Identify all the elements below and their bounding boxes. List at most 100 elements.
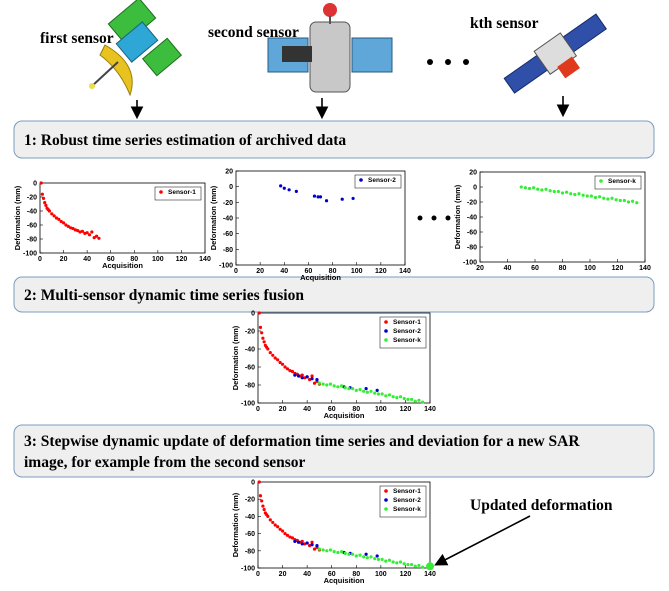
x-tick-label: 100 — [375, 571, 387, 578]
data-point — [528, 187, 531, 190]
y-tick-label: -80 — [467, 245, 477, 252]
x-axis-label: Acquisition — [102, 261, 143, 270]
data-point — [561, 191, 564, 194]
y-tick-label: -60 — [245, 365, 255, 372]
data-point — [582, 194, 585, 197]
data-point — [380, 392, 383, 395]
y-axis-label: Deformation (mm) — [231, 492, 240, 557]
data-point — [347, 387, 350, 390]
data-point — [380, 558, 383, 561]
data-point — [388, 559, 391, 562]
data-point — [322, 383, 325, 386]
y-tick-label: 0 — [33, 181, 37, 188]
y-axis-label: Deformation (mm) — [209, 185, 218, 250]
data-point — [276, 358, 279, 361]
data-point — [325, 199, 328, 202]
data-point — [524, 186, 527, 189]
y-tick-label: 0 — [473, 185, 477, 192]
data-point — [261, 504, 264, 507]
sensor-label: kth sensor — [470, 15, 539, 32]
data-point — [358, 388, 361, 391]
data-point — [406, 398, 409, 401]
data-point — [365, 387, 368, 390]
x-tick-label: 40 — [504, 265, 512, 272]
data-point — [347, 553, 350, 556]
data-point — [40, 181, 43, 184]
data-point — [301, 376, 304, 379]
data-point — [631, 200, 634, 203]
legend-swatch — [599, 179, 603, 183]
data-point — [623, 199, 626, 202]
y-tick-label: -80 — [223, 247, 233, 254]
y-tick-label: -100 — [463, 260, 477, 267]
y-axis-label: Deformation (mm) — [453, 184, 462, 249]
legend-label: Sensor-k — [393, 337, 421, 344]
y-tick-label: 0 — [251, 480, 255, 487]
data-point — [590, 194, 593, 197]
data-point — [315, 544, 318, 547]
legend-label: Sensor-2 — [393, 328, 421, 335]
y-tick-label: -60 — [245, 531, 255, 538]
data-point — [573, 193, 576, 196]
data-point — [293, 540, 296, 543]
data-point — [260, 499, 263, 502]
data-point — [281, 529, 284, 532]
x-tick-label: 60 — [531, 265, 539, 272]
data-point — [325, 383, 328, 386]
data-point — [414, 565, 417, 568]
y-tick-label: 0 — [251, 311, 255, 318]
data-point — [598, 195, 601, 198]
data-point — [373, 392, 376, 395]
x-tick-label: 20 — [60, 256, 68, 263]
data-point — [42, 197, 45, 200]
data-point — [395, 561, 398, 564]
y-tick-label: -40 — [245, 347, 255, 354]
step-text: 3: Stepwise dynamic update of deformatio… — [24, 433, 580, 450]
data-point — [90, 230, 93, 233]
satellite-icon — [268, 3, 392, 92]
data-point — [417, 399, 420, 402]
x-tick-label: 140 — [424, 571, 436, 578]
legend-swatch — [384, 507, 388, 511]
step-text: 1: Robust time series estimation of arch… — [24, 132, 346, 149]
data-point — [333, 550, 336, 553]
y-tick-label: -60 — [223, 231, 233, 238]
y-tick-label: -100 — [219, 263, 233, 270]
data-point — [615, 198, 618, 201]
legend-label: Sensor-k — [608, 178, 636, 185]
data-point — [540, 188, 543, 191]
data-point — [365, 553, 368, 556]
data-point — [376, 389, 379, 392]
legend-swatch — [159, 190, 163, 194]
data-point — [594, 196, 597, 199]
data-point — [322, 548, 325, 551]
data-point — [362, 390, 365, 393]
data-point — [557, 190, 560, 193]
data-point — [377, 558, 380, 561]
data-point — [586, 194, 589, 197]
x-tick-label: 20 — [256, 268, 264, 275]
x-tick-label: 20 — [476, 265, 484, 272]
y-tick-label: -100 — [241, 401, 255, 408]
y-tick-label: -40 — [223, 216, 233, 223]
data-point — [259, 494, 262, 497]
data-point — [619, 199, 622, 202]
x-tick-label: 20 — [279, 406, 287, 413]
legend-label: Sensor-1 — [168, 189, 196, 196]
satellite-icon — [89, 0, 181, 95]
data-point — [318, 547, 321, 550]
data-point — [88, 233, 91, 236]
data-point — [384, 394, 387, 397]
data-point — [313, 194, 316, 197]
x-tick-label: 120 — [400, 406, 412, 413]
legend-label: Sensor-2 — [393, 497, 421, 504]
legend-label: Sensor-k — [393, 506, 421, 513]
x-tick-label: 20 — [279, 571, 287, 578]
data-point — [333, 384, 336, 387]
data-point — [403, 397, 406, 400]
legend-swatch — [384, 320, 388, 324]
data-point — [392, 560, 395, 563]
data-point — [44, 204, 47, 207]
x-axis-label: Acquisition — [300, 273, 341, 282]
x-tick-label: 140 — [199, 256, 211, 263]
